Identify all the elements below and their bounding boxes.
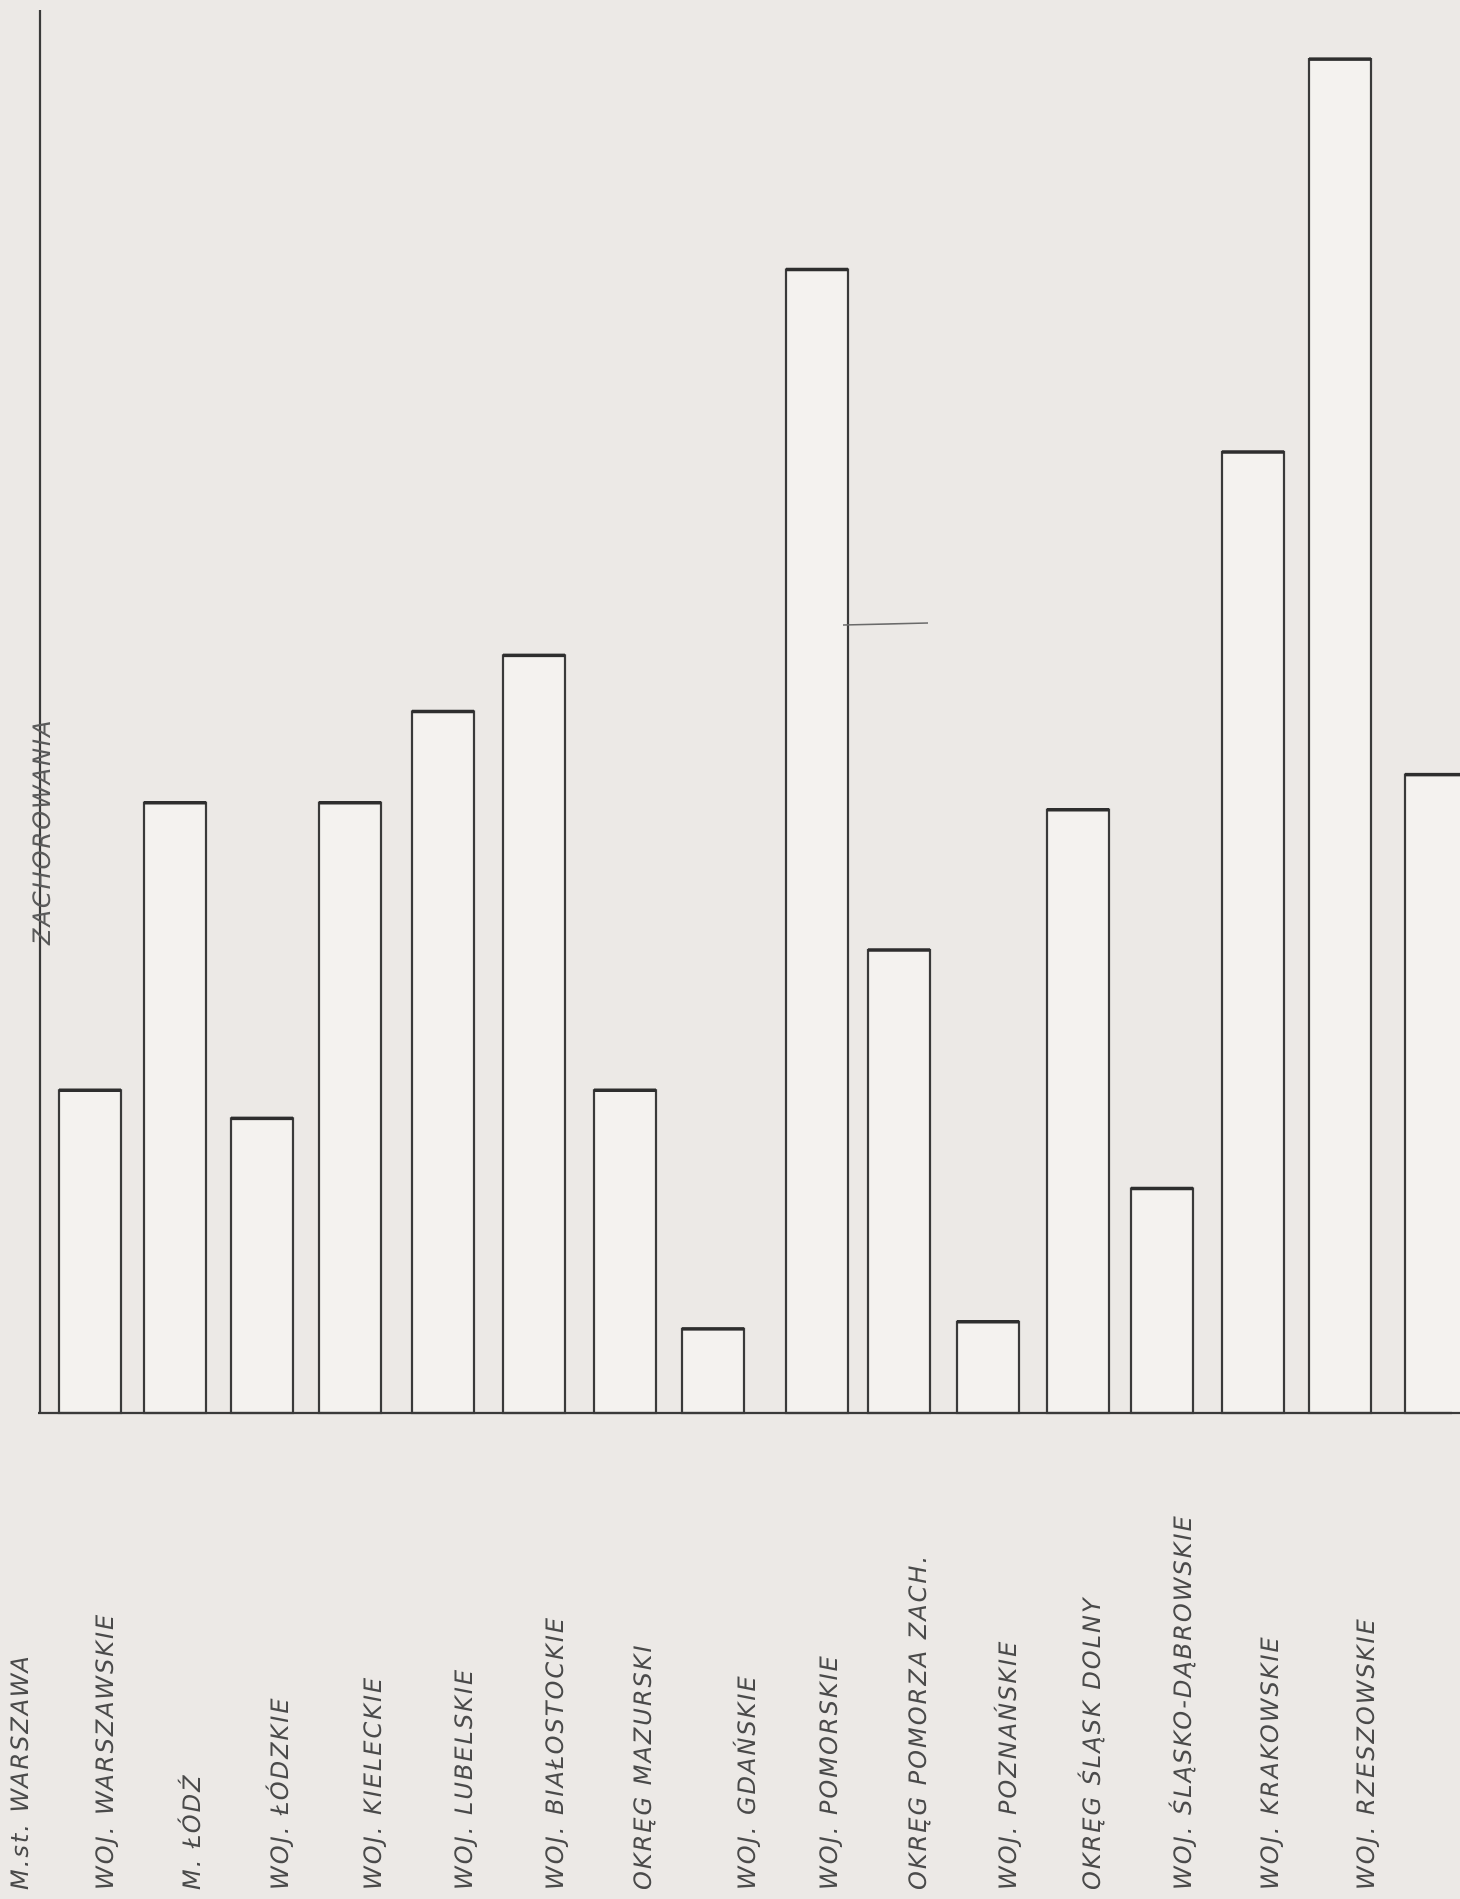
- category-label: WOJ. KIELECKIE: [359, 1676, 387, 1890]
- bar-rect: [501, 654, 567, 1415]
- category-label: WOJ. KRAKOWSKIE: [1256, 1635, 1284, 1890]
- bar-rect: [317, 801, 383, 1415]
- category-label: M.st. WARSZAWA: [6, 1654, 34, 1890]
- bar-rect: [229, 1117, 295, 1415]
- bar-rect: [1403, 773, 1460, 1415]
- bar-rect: [680, 1327, 746, 1415]
- bar-1: [57, 1088, 123, 1415]
- bar-rect: [57, 1089, 123, 1415]
- bar-14: [1220, 450, 1286, 1415]
- bar-11: [955, 1320, 1021, 1415]
- category-label: WOJ. ŚLĄSKO-DĄBROWSKIE: [1167, 1514, 1197, 1890]
- bar-rect: [955, 1320, 1021, 1415]
- bar-15: [1307, 57, 1373, 1415]
- category-label: WOJ. POMORSKIE: [815, 1654, 843, 1890]
- bar-16: [1403, 772, 1460, 1415]
- category-label: OKRĘG POMORZA ZACH.: [904, 1554, 932, 1890]
- bars-layer: [57, 57, 1460, 1415]
- bar-10: [866, 948, 932, 1415]
- bar-rect: [1220, 450, 1286, 1415]
- category-label: WOJ. WARSZAWSKIE: [91, 1613, 119, 1890]
- bar-rect: [1307, 58, 1373, 1415]
- bar-rect: [142, 801, 208, 1415]
- bar-rect: [784, 268, 850, 1415]
- bar-2: [142, 800, 208, 1415]
- bar-rect: [866, 948, 932, 1415]
- category-label: WOJ. POZNAŃSKIE: [993, 1640, 1022, 1890]
- bar-9: [784, 267, 850, 1415]
- category-label: WOJ. ŁÓDZKIE: [264, 1697, 294, 1891]
- bar-rect: [1045, 808, 1111, 1415]
- bar-13: [1129, 1186, 1195, 1415]
- bar-5: [410, 709, 476, 1415]
- bar-6: [501, 653, 567, 1415]
- category-label: M. ŁÓDŹ: [176, 1773, 206, 1890]
- bar-rect: [410, 710, 476, 1415]
- y-axis-label: ZACHOROWANIA: [28, 718, 56, 946]
- bar-rect: [592, 1089, 658, 1415]
- category-label: WOJ. BIAŁOSTOCKIE: [541, 1616, 569, 1890]
- category-label: WOJ. LUBELSKIE: [450, 1668, 478, 1890]
- pencil-tick-mark: [842, 622, 929, 626]
- bar-rect: [1129, 1187, 1195, 1415]
- bar-3: [229, 1116, 295, 1415]
- bar-12: [1045, 807, 1111, 1415]
- bar-4: [317, 800, 383, 1415]
- category-label: OKRĘG MAZURSKI: [629, 1643, 657, 1890]
- bar-8: [680, 1327, 746, 1415]
- bar-7: [592, 1088, 658, 1415]
- category-label: WOJ. GDAŃSKIE: [732, 1674, 761, 1890]
- category-labels: M.st. WARSZAWA WOJ. WARSZAWSKIE M. ŁÓDŹ WOJ…: [6, 1514, 1380, 1890]
- category-label: WOJ. RZESZOWSKIE: [1352, 1617, 1380, 1890]
- category-label: OKRĘG ŚLĄSK DOLNY: [1076, 1596, 1106, 1890]
